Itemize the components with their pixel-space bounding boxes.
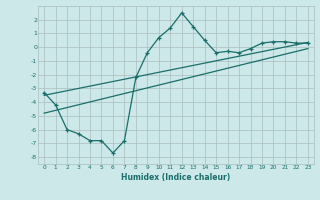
X-axis label: Humidex (Indice chaleur): Humidex (Indice chaleur)	[121, 173, 231, 182]
